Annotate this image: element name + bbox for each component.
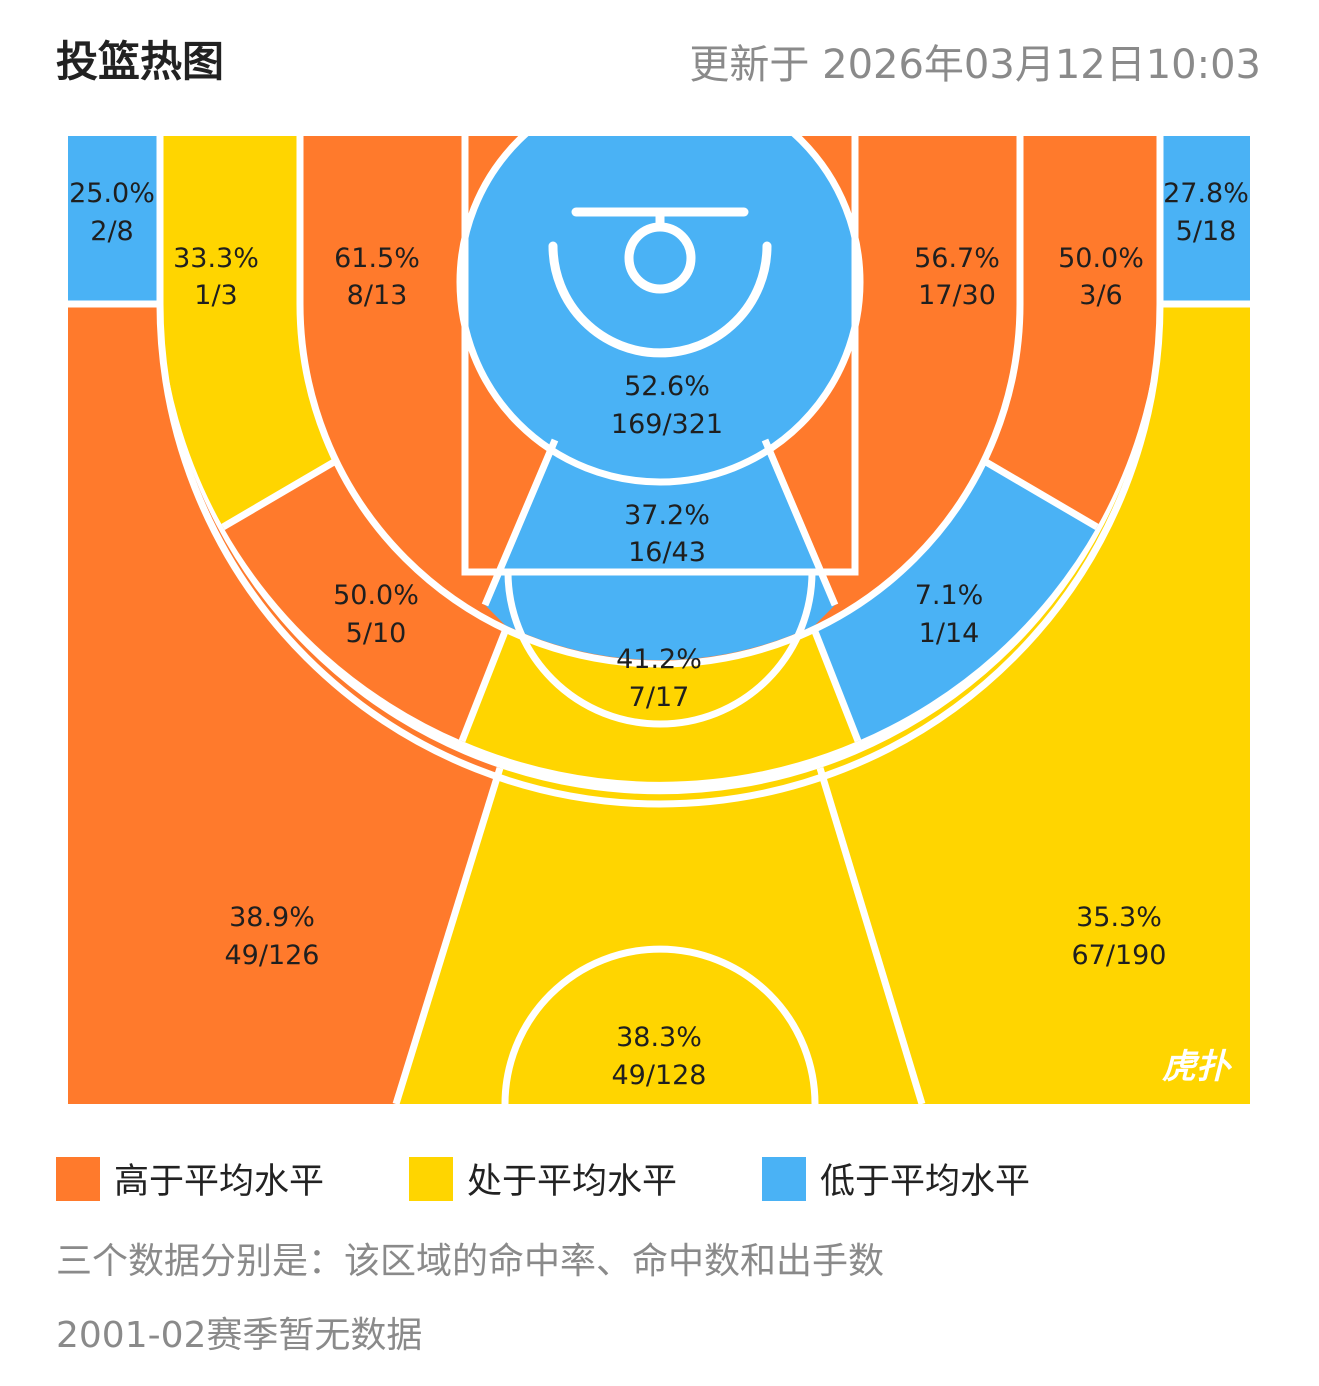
hoop-icon [548, 207, 772, 358]
zone-count-left-wing-long-2: 5/10 [346, 618, 407, 649]
zone-rate-top-key-long-2: 41.2% [616, 644, 702, 675]
legend-label-below: 低于平均水平 [820, 1162, 1031, 1202]
legend-label-average: 处于平均水平 [467, 1162, 678, 1202]
zone-fill-left-corner-3 [68, 136, 160, 304]
legend-label-above: 高于平均水平 [114, 1162, 325, 1202]
zone-count-top-key-long-2: 7/17 [629, 682, 690, 713]
zone-count-left-wing-3: 49/126 [225, 940, 320, 971]
zone-fill-right-corner-3 [1160, 136, 1250, 304]
zone-count-left-baseline-mid: 8/13 [347, 280, 408, 311]
legend-item-above: 高于平均水平 [56, 1153, 324, 1204]
svg-text:虎扑: 虎扑 [1162, 1047, 1232, 1086]
zone-rate-right-baseline-long-2: 50.0% [1058, 243, 1144, 274]
zone-rate-right-wing-long-2: 7.1% [915, 580, 984, 611]
zone-count-right-corner-3: 5/18 [1176, 216, 1237, 247]
update-timestamp: 更新于 2026年03月12日10:03 [689, 42, 1261, 88]
zone-count-left-baseline-long-2: 1/3 [194, 280, 237, 311]
zone-count-top-3: 49/128 [612, 1060, 707, 1091]
zone-rate-top-3: 38.3% [616, 1022, 702, 1053]
zone-fill-top-key-long-2 [462, 629, 858, 782]
zone-fill-paint-non-ra [485, 440, 835, 661]
legend-swatch-above [56, 1156, 100, 1201]
page-title: 投篮热图 [56, 37, 225, 86]
zone-fill-left-baseline-long-2 [160, 136, 334, 527]
legend-item-average: 处于平均水平 [409, 1153, 677, 1204]
zone-rate-right-wing-3: 35.3% [1076, 902, 1162, 933]
zone-rate-right-baseline-mid: 56.7% [914, 243, 1000, 274]
zone-rate-paint-non-ra: 37.2% [624, 500, 710, 531]
zone-fill-right-wing-long-2 [814, 462, 1097, 741]
hupu-logo: 虎扑 [1162, 1047, 1232, 1086]
legend-swatch-average [409, 1156, 453, 1201]
season-note: 2001-02赛季暂无数据 [56, 1315, 423, 1356]
zone-rate-right-corner-3: 27.8% [1163, 178, 1249, 209]
zone-rate-restricted-area: 52.6% [624, 371, 710, 402]
zone-count-paint-non-ra: 16/43 [628, 537, 706, 568]
zone-count-right-baseline-long-2: 3/6 [1079, 280, 1122, 311]
zone-count-right-wing-long-2: 1/14 [919, 618, 980, 649]
zone-count-restricted-area: 169/321 [611, 409, 723, 440]
zone-count-right-wing-3: 67/190 [1072, 940, 1167, 971]
zone-count-left-corner-3: 2/8 [90, 216, 133, 247]
zone-fill-restricted-area [460, 136, 860, 482]
zone-rate-left-corner-3: 25.0% [69, 178, 155, 209]
zone-labels: 25.0% 2/8 27.8% 5/18 33.3% 1/3 61.5% 8/1… [69, 178, 1249, 1091]
zone-rate-left-baseline-long-2: 33.3% [173, 243, 259, 274]
legend-item-below: 低于平均水平 [762, 1153, 1030, 1204]
zone-rate-left-baseline-mid: 61.5% [334, 243, 420, 274]
zone-fill-left-wing-3 [68, 304, 500, 1104]
zone-rate-left-wing-3: 38.9% [229, 902, 315, 933]
zone-count-right-baseline-mid: 17/30 [918, 280, 996, 311]
zone-fill-left-wing-long-2 [223, 462, 506, 741]
data-explanation: 三个数据分别是：该区域的命中率、命中数和出手数 [56, 1241, 885, 1282]
legend-swatch-below [762, 1156, 806, 1201]
zone-rate-left-wing-long-2: 50.0% [333, 580, 419, 611]
zone-fill-right-wing-3 [820, 304, 1250, 1104]
zone-fill-right-baseline-long-2 [986, 136, 1160, 527]
